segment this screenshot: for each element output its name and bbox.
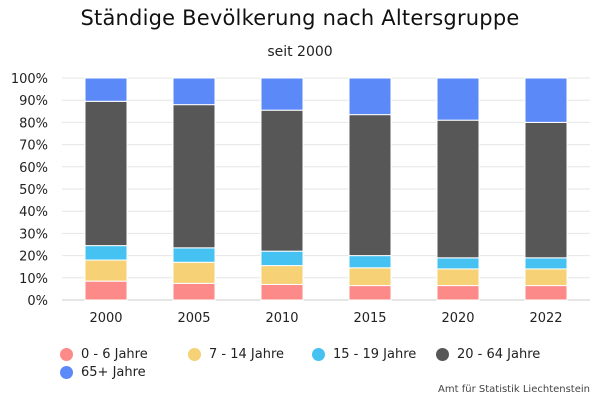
legend-label: 0 - 6 Jahre [81, 347, 148, 362]
bar-segment[interactable] [172, 104, 216, 249]
legend-label: 7 - 14 Jahre [209, 347, 284, 362]
bar-segment[interactable] [260, 77, 304, 111]
legend-label: 20 - 64 Jahre [457, 347, 541, 362]
y-tick-label: 100% [11, 72, 48, 87]
chart-subtitle: seit 2000 [267, 44, 333, 60]
bar-segment[interactable] [436, 257, 480, 270]
bar-segment[interactable] [172, 77, 216, 106]
x-tick-label: 2020 [441, 311, 474, 326]
legend-item[interactable]: 65+ Jahre [60, 365, 146, 380]
y-tick-label: 60% [19, 161, 48, 176]
bar-segment[interactable] [84, 280, 128, 301]
bar-segment[interactable] [436, 119, 480, 259]
bar-segment[interactable] [84, 259, 128, 282]
legend-label: 15 - 19 Jahre [333, 347, 417, 362]
x-tick-label: 2005 [177, 311, 210, 326]
legend-item[interactable]: 0 - 6 Jahre [60, 347, 148, 362]
x-tick-label: 2010 [265, 311, 298, 326]
x-tick-label: 2000 [89, 311, 122, 326]
bar-segment[interactable] [260, 250, 304, 267]
x-tick-label: 2022 [529, 311, 562, 326]
y-tick-label: 70% [19, 139, 48, 154]
bar-segment[interactable] [172, 247, 216, 263]
bar-segment[interactable] [172, 261, 216, 284]
bar-segment[interactable] [84, 77, 128, 102]
chart-title: Ständige Bevölkerung nach Altersgruppe [80, 6, 520, 30]
bar-segment[interactable] [524, 268, 568, 287]
bar-segment[interactable] [172, 282, 216, 301]
y-tick-label: 40% [19, 205, 48, 220]
bar-segment[interactable] [260, 283, 304, 301]
legend-item[interactable]: 15 - 19 Jahre [312, 347, 416, 362]
legend-dot-icon [188, 348, 201, 361]
stacked-bar-chart: 0% 10% 20% 30% 40% 50% 60% 70% 80% 90% 100% 2000 200… [11, 72, 590, 326]
y-tick-label: 30% [19, 227, 48, 242]
bar-segment[interactable] [524, 285, 568, 301]
bar-segment[interactable] [348, 77, 392, 116]
y-tick-label: 20% [19, 250, 48, 265]
bar-segment[interactable] [348, 255, 392, 269]
bar-segment[interactable] [436, 77, 480, 121]
bar-segment[interactable] [348, 285, 392, 301]
legend-item[interactable]: 20 - 64 Jahre [436, 347, 540, 362]
bar-segment[interactable] [436, 268, 480, 287]
bar-segment[interactable] [348, 267, 392, 287]
x-tick-label: 2015 [353, 311, 386, 326]
bar-segment[interactable] [524, 257, 568, 270]
bar-segment[interactable] [84, 245, 128, 261]
bar-segment[interactable] [524, 121, 568, 259]
y-tick-label: 10% [19, 272, 48, 287]
bar-segment[interactable] [84, 100, 128, 247]
legend-dot-icon [312, 348, 325, 361]
bar-segment[interactable] [260, 265, 304, 285]
bar-segment[interactable] [260, 109, 304, 252]
bar-segment[interactable] [436, 285, 480, 301]
source-credit: Amt für Statistik Liechtenstein [438, 384, 590, 395]
y-tick-label: 0% [27, 294, 48, 309]
y-tick-label: 80% [19, 116, 48, 131]
legend-label: 65+ Jahre [81, 365, 146, 380]
bar-segment[interactable] [348, 114, 392, 257]
bar-segment[interactable] [524, 77, 568, 123]
legend-dot-icon [436, 348, 449, 361]
y-tick-label: 90% [19, 94, 48, 109]
legend-item[interactable]: 7 - 14 Jahre [188, 347, 284, 362]
y-tick-label: 50% [19, 183, 48, 198]
legend-dot-icon [60, 348, 73, 361]
legend-dot-icon [60, 366, 73, 379]
